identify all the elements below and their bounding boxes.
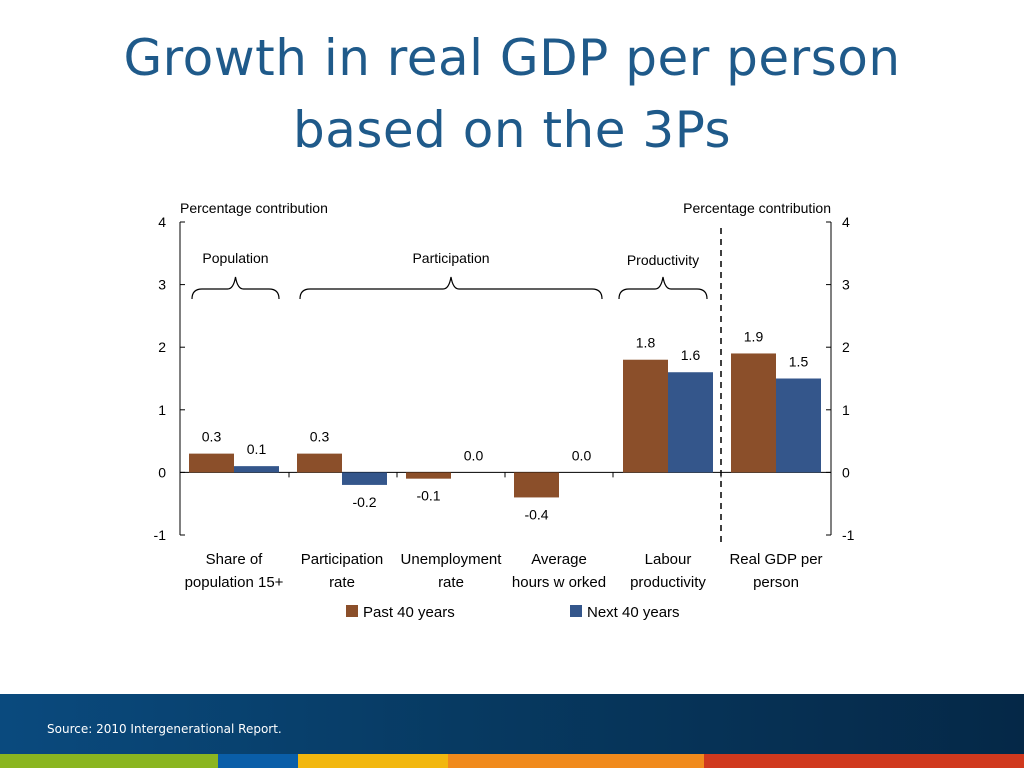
right-axis-label: Percentage contribution [683, 200, 831, 216]
x-category-label: Share of [206, 551, 264, 568]
left-y-tick-label: 4 [158, 214, 166, 230]
color-strip-segment [0, 754, 218, 768]
x-category-label: Participation [301, 551, 384, 568]
left-y-tick-label: -1 [154, 527, 167, 543]
group-brace [618, 276, 708, 300]
bar-past-40-years [731, 353, 776, 473]
bar-past-40-years [297, 453, 342, 473]
bar-data-label: 0.3 [202, 429, 222, 445]
color-strip-segment [704, 754, 1024, 768]
right-y-tick-label: 2 [842, 339, 850, 355]
group-label: Population [202, 250, 268, 266]
slide-title: Growth in real GDP per person based on t… [0, 22, 1024, 166]
bar-data-label: 0.0 [572, 447, 592, 463]
bar-past-40-years [406, 472, 451, 479]
title-line-2: based on the 3Ps [292, 101, 732, 159]
bar-data-label: 1.6 [681, 347, 701, 363]
title-line-1: Growth in real GDP per person [123, 29, 901, 87]
right-y-tick-label: 1 [842, 402, 850, 418]
right-y-tick-label: 3 [842, 277, 850, 293]
bar-data-label: 1.5 [789, 354, 809, 370]
x-category-label: hours w orked [512, 574, 606, 591]
left-y-tick-label: 3 [158, 277, 166, 293]
bar-chart: -1 -1 0 0 1 1 2 2 3 3 4 4 Percentage contribution Per… [154, 200, 855, 621]
x-category-label: Average [531, 551, 587, 568]
legend-swatch [570, 605, 582, 617]
x-category-label: rate [438, 574, 464, 591]
bar-past-40-years [514, 472, 559, 498]
legend-swatch [346, 605, 358, 617]
legend-label: Past 40 years [363, 604, 455, 621]
bar-next-40-years [234, 466, 279, 473]
bar-past-40-years [623, 359, 668, 473]
right-y-tick-label: -1 [842, 527, 855, 543]
group-label: Participation [412, 250, 489, 266]
group-brace [191, 276, 280, 300]
x-category-label: Labour [645, 551, 692, 568]
bar-data-label: -0.2 [352, 494, 376, 510]
bar-next-40-years [776, 378, 821, 473]
bar-data-label: 0.0 [464, 447, 484, 463]
x-category-label: population 15+ [185, 574, 284, 591]
left-axis-label: Percentage contribution [180, 200, 328, 216]
bar-data-label: 0.1 [247, 441, 267, 457]
bar-next-40-years [668, 372, 713, 473]
left-y-tick-label: 0 [158, 464, 166, 480]
color-strip [0, 754, 1024, 768]
right-y-tick-label: 4 [842, 214, 850, 230]
x-category-label: Unemployment [401, 551, 503, 568]
x-category-label: person [753, 574, 799, 591]
group-brace [299, 276, 603, 300]
source-note: Source: 2010 Intergenerational Report. [47, 722, 282, 736]
bar-next-40-years [342, 472, 387, 485]
left-y-tick-label: 2 [158, 339, 166, 355]
footer-band [0, 694, 1024, 754]
left-y-tick-label: 1 [158, 402, 166, 418]
right-y-tick-label: 0 [842, 464, 850, 480]
bar-past-40-years [189, 453, 234, 473]
group-label: Productivity [627, 252, 699, 268]
bar-data-label: 1.9 [744, 328, 764, 344]
color-strip-segment [218, 754, 298, 768]
x-category-label: Real GDP per [729, 551, 822, 568]
color-strip-segment [298, 754, 448, 768]
x-category-label: rate [329, 574, 355, 591]
bar-data-label: 0.3 [310, 429, 330, 445]
legend-label: Next 40 years [587, 604, 680, 621]
bar-data-label: -0.4 [524, 506, 548, 522]
bar-data-label: 1.8 [636, 335, 656, 351]
color-strip-segment [448, 754, 704, 768]
x-category-label: productivity [630, 574, 706, 591]
bar-data-label: -0.1 [416, 488, 440, 504]
